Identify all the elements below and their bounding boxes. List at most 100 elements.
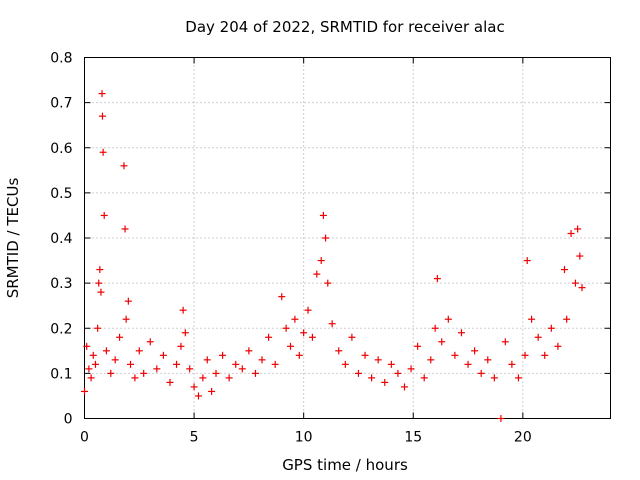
data-point <box>528 315 536 323</box>
data-point <box>271 360 279 368</box>
data-point <box>282 324 290 332</box>
data-point <box>335 347 343 355</box>
data-point <box>127 360 135 368</box>
data-point <box>534 333 542 341</box>
data-point <box>308 333 316 341</box>
y-tick-label: 0.7 <box>50 96 72 112</box>
data-point <box>574 225 582 233</box>
data-point <box>99 148 107 156</box>
data-point <box>508 360 516 368</box>
data-point <box>190 383 198 391</box>
data-point <box>501 338 509 346</box>
data-point <box>287 342 295 350</box>
data-point <box>81 387 88 395</box>
data-point <box>122 315 130 323</box>
data-point <box>146 338 154 346</box>
data-point <box>374 356 382 364</box>
x-tick-label: 20 <box>514 430 532 446</box>
data-point <box>91 360 99 368</box>
data-point <box>245 347 253 355</box>
x-axis-label: GPS time / hours <box>282 456 408 474</box>
y-axis-label: SRMTID / TECUs <box>4 178 22 299</box>
data-point <box>578 284 586 292</box>
data-point <box>179 306 187 314</box>
y-tick-label: 0.8 <box>50 51 72 67</box>
data-point <box>438 338 446 346</box>
data-point <box>102 347 110 355</box>
data-point <box>427 356 435 364</box>
data-point <box>381 378 389 386</box>
data-point <box>251 369 259 377</box>
data-point <box>131 374 139 382</box>
data-point <box>186 365 194 373</box>
data-point <box>567 229 575 237</box>
axis-ticks: 0 0.1 0.2 0.3 0.4 0.5 0.6 0.7 0.8 0 5 10 15 20 <box>50 51 611 446</box>
data-point <box>153 365 161 373</box>
data-point <box>173 360 181 368</box>
data-point <box>560 266 568 274</box>
data-point <box>571 279 579 287</box>
data-point <box>85 365 93 373</box>
data-point <box>98 112 106 120</box>
data-point <box>232 360 240 368</box>
data-point <box>124 297 132 305</box>
data-point <box>100 211 108 219</box>
data-point <box>295 351 303 359</box>
data-point <box>107 369 115 377</box>
data-point <box>471 347 479 355</box>
x-tick-label: 5 <box>190 430 199 446</box>
data-point <box>83 342 91 350</box>
y-tick-label: 0.5 <box>50 186 72 202</box>
data-point <box>238 365 246 373</box>
data-point <box>291 315 299 323</box>
y-tick-label: 0 <box>64 412 73 428</box>
data-point <box>95 279 103 287</box>
data-point <box>400 383 408 391</box>
y-tick-label: 0.4 <box>50 231 72 247</box>
data-point <box>199 374 207 382</box>
data-point <box>563 315 571 323</box>
data-point <box>420 374 428 382</box>
data-point <box>97 288 105 296</box>
y-tick-label: 0.3 <box>50 276 72 292</box>
data-point <box>116 333 124 341</box>
data-point <box>324 279 332 287</box>
data-point <box>444 315 452 323</box>
chart-title: Day 204 of 2022, SRMTID for receiver ala… <box>185 18 504 36</box>
data-point <box>433 275 441 283</box>
data-point <box>322 234 330 242</box>
data-point <box>265 333 273 341</box>
x-tick-label: 0 <box>80 430 89 446</box>
data-point <box>121 225 129 233</box>
data-point <box>368 374 376 382</box>
data-point <box>258 356 266 364</box>
data-point <box>166 378 174 386</box>
y-tick-label: 0.1 <box>50 366 72 382</box>
x-tick-label: 10 <box>295 430 313 446</box>
data-point <box>140 369 148 377</box>
data-point <box>111 356 119 364</box>
data-point <box>135 347 143 355</box>
data-point <box>300 329 308 337</box>
data-point <box>212 369 220 377</box>
data-point <box>120 162 128 170</box>
data-point <box>87 374 95 382</box>
data-point <box>387 360 395 368</box>
data-point <box>477 369 485 377</box>
y-tick-label: 0.6 <box>50 141 72 157</box>
data-point <box>541 351 549 359</box>
data-point <box>208 387 216 395</box>
data-point <box>348 333 356 341</box>
data-point <box>96 266 104 274</box>
data-point <box>484 356 492 364</box>
data-point <box>457 329 465 337</box>
data-point <box>431 324 439 332</box>
data-points <box>81 90 586 422</box>
data-point <box>514 374 522 382</box>
data-point <box>278 293 286 301</box>
data-point <box>341 360 349 368</box>
data-point <box>159 351 167 359</box>
data-point <box>451 351 459 359</box>
data-point <box>177 342 185 350</box>
